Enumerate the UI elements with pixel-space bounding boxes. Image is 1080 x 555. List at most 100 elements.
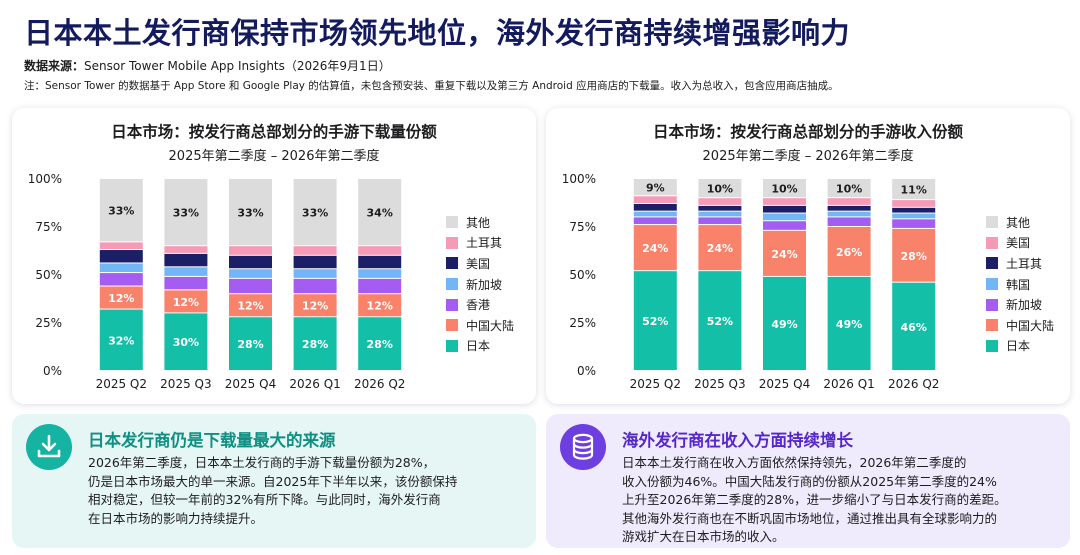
bar-segment	[698, 205, 742, 211]
bar-segment	[99, 273, 143, 286]
chart-title: 日本市场：按发行商总部划分的手游收入份额	[652, 123, 963, 141]
bar-segment	[633, 203, 677, 211]
revenue-insight-card: 海外发行商在收入方面持续增长 日本本土发行商在收入方面依然保持领先，2026年第…	[546, 414, 1070, 548]
data-label: 30%	[173, 336, 199, 349]
x-tick-label: 2026 Q2	[888, 377, 939, 391]
chart-subtitle: 2025年第二季度 – 2026年第二季度	[168, 149, 380, 164]
legend-label: 其他	[1006, 215, 1031, 230]
legend-label: 香港	[466, 298, 491, 313]
bar-segment	[698, 217, 742, 225]
bar-segment	[229, 294, 272, 317]
bar-segment	[892, 207, 936, 213]
data-source-label: 数据来源：	[24, 59, 85, 73]
bar-segment	[763, 221, 806, 230]
legend-swatch	[446, 319, 458, 332]
bar-segment	[358, 269, 402, 278]
data-label: 12%	[108, 292, 134, 305]
download-icon	[26, 424, 72, 470]
insight-line: 游戏扩大在日本市场的收入。	[622, 529, 785, 544]
data-label: 33%	[237, 207, 263, 220]
bar-segment	[633, 225, 677, 271]
bar-segment	[698, 198, 742, 205]
legend-item: 日本	[446, 336, 514, 357]
legend-label: 新加坡	[1006, 298, 1043, 313]
data-label: 24%	[771, 248, 797, 261]
data-note: 注：Sensor Tower 的数据基于 App Store 和 Google …	[24, 78, 839, 93]
bar-segment	[293, 278, 337, 294]
y-tick-label: 0%	[577, 364, 596, 378]
data-label: 24%	[707, 242, 733, 255]
legend-label: 韩国	[1006, 277, 1031, 292]
legend-item: 美国	[446, 253, 514, 274]
data-label: 33%	[302, 207, 328, 220]
bar-segment	[293, 255, 337, 269]
insight-line: 日本本土发行商在收入方面依然保持领先，2026年第二季度的	[622, 455, 967, 470]
y-tick-label: 25%	[569, 316, 596, 330]
bar-segment	[827, 198, 871, 205]
bar-segment	[164, 246, 208, 253]
data-label: 12%	[302, 300, 328, 313]
bar-segment	[633, 271, 677, 370]
legend-label: 新加坡	[466, 277, 503, 292]
legend-label: 中国大陆	[466, 318, 515, 333]
bar-segment	[892, 179, 936, 200]
bar-segment	[99, 250, 143, 263]
bar-segment	[633, 196, 677, 203]
bar-segment	[164, 267, 208, 276]
legend-swatch	[986, 319, 998, 332]
bar-segment	[293, 246, 337, 255]
bar-segment	[99, 242, 143, 250]
insight-line: 其他海外发行商也在不断巩固市场地位，通过推出具有全球影响力的	[622, 510, 998, 526]
data-note-label: 注：	[24, 80, 45, 92]
bar-segment	[293, 294, 337, 317]
legend-swatch	[986, 339, 998, 352]
legend-item: 土耳其	[986, 253, 1054, 274]
bar-segment	[827, 179, 871, 198]
y-tick-label: 50%	[35, 268, 62, 282]
downloads-insight-card: 日本发行商仍是下载量最大的来源 2026年第二季度，日本本土发行商的手游下载量份…	[12, 414, 536, 548]
x-tick-label: 2026 Q2	[354, 377, 405, 391]
legend-swatch	[986, 216, 998, 229]
legend-item: 日本	[986, 336, 1054, 357]
bar-segment	[763, 198, 806, 205]
y-tick-label: 100%	[28, 172, 62, 186]
data-note-text: Sensor Tower 的数据基于 App Store 和 Google Pl…	[45, 80, 839, 92]
downloads-chart-card: 日本市场：按发行商总部划分的手游下载量份额 2025年第二季度 – 2026年第…	[12, 108, 536, 404]
insight-body: 2026年第二季度，日本本土发行商的手游下载量份额为28%， 仍是日本市场最大的…	[88, 454, 524, 528]
legend-swatch	[446, 298, 458, 311]
y-tick-label: 100%	[562, 172, 596, 186]
insight-title: 日本发行商仍是下载量最大的来源	[88, 431, 336, 450]
insight-line: 收入份额为46%。中国大陆发行商的份额从2025年第二季度的24%	[622, 473, 997, 489]
insight-title: 海外发行商在收入方面持续增长	[622, 431, 853, 450]
legend-item: 新加坡	[986, 294, 1054, 315]
bar-segment	[892, 200, 936, 207]
bar-segment	[827, 217, 871, 226]
data-label: 10%	[771, 183, 797, 196]
bar-segment	[763, 213, 806, 221]
legend-swatch	[446, 339, 458, 352]
bar-segment	[633, 217, 677, 225]
chart-legend: 其他 美国 土耳其 韩国 新加坡 中国大陆 日本	[986, 212, 1054, 356]
y-tick-label: 0%	[43, 364, 62, 378]
x-tick-label: 2026 Q1	[289, 377, 340, 391]
data-label: 11%	[901, 184, 927, 197]
bar-segment	[293, 269, 337, 278]
x-tick-label: 2025 Q3	[160, 377, 211, 391]
page-title: 日本本土发行商保持市场领先地位，海外发行商持续增强影响力	[24, 16, 851, 50]
bar-segment	[164, 179, 208, 246]
bar-segment	[229, 278, 272, 294]
legend-swatch	[986, 298, 998, 311]
data-label: 52%	[707, 315, 733, 328]
legend-item: 其他	[986, 212, 1054, 233]
legend-item: 中国大陆	[446, 315, 514, 336]
data-label: 28%	[237, 338, 263, 351]
x-tick-label: 2026 Q1	[823, 377, 874, 391]
data-label: 49%	[771, 318, 797, 331]
insight-line: 在日本市场的影响力持续提升。	[88, 510, 264, 526]
bar-segment	[358, 255, 402, 269]
data-label: 28%	[901, 250, 927, 263]
legend-swatch	[446, 236, 458, 249]
y-tick-label: 75%	[569, 220, 596, 234]
data-label: 52%	[642, 315, 668, 328]
bar-segment	[358, 317, 402, 370]
